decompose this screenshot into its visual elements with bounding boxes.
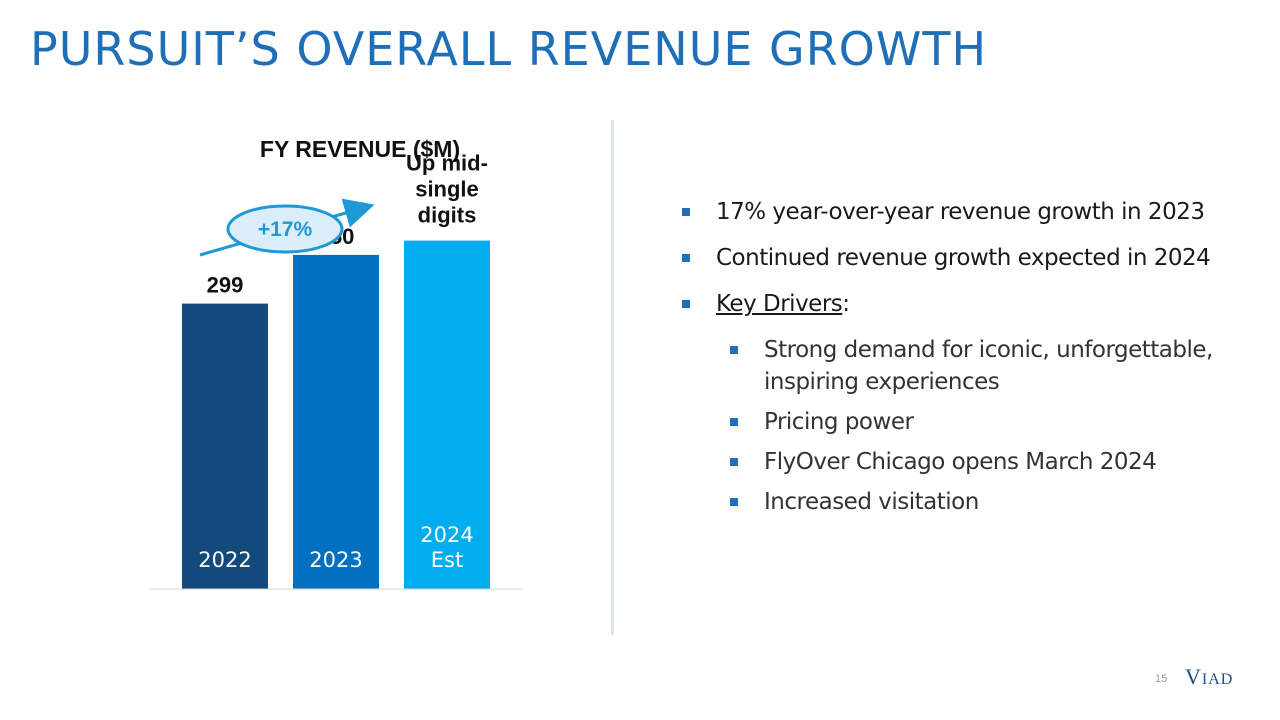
bullet-item: Key Drivers: bbox=[680, 288, 1220, 320]
bullet-text: Continued revenue growth expected in 202… bbox=[716, 245, 1211, 271]
revenue-bar-chart: 202229920233502024EstUp mid-singledigits… bbox=[150, 151, 522, 590]
bullet-square-icon bbox=[730, 418, 738, 426]
value-label: 299 bbox=[207, 273, 244, 298]
bullet-item: Continued revenue growth expected in 202… bbox=[680, 242, 1220, 274]
bullet-square-icon bbox=[682, 208, 690, 216]
sub-bullet-item: FlyOver Chicago opens March 2024 bbox=[680, 446, 1220, 478]
category-label: 2024 Est bbox=[420, 523, 473, 572]
bullet-text: 17% year-over-year revenue growth in 202… bbox=[716, 199, 1205, 225]
value-label: Up mid-single digits bbox=[406, 151, 488, 228]
sub-bullet-item: Strong demand for iconic, unforgettable,… bbox=[680, 334, 1220, 398]
key-drivers-heading: Key Drivers bbox=[716, 291, 843, 317]
bullet-square-icon bbox=[730, 458, 738, 466]
sub-bullet-text: Increased visitation bbox=[764, 489, 979, 515]
chart-title: FY REVENUE ($M) bbox=[259, 136, 461, 162]
bullet-item: 17% year-over-year revenue growth in 202… bbox=[680, 196, 1220, 228]
bullet-square-icon bbox=[730, 498, 738, 506]
page-title: PURSUIT’S OVERALL REVENUE GROWTH bbox=[30, 22, 988, 76]
bullet-square-icon bbox=[730, 346, 738, 354]
category-label: 2023 bbox=[309, 548, 362, 572]
growth-label: +17% bbox=[258, 218, 313, 241]
section-divider bbox=[611, 120, 614, 635]
key-drivers-colon: : bbox=[842, 291, 850, 317]
viad-logo: VIAD bbox=[1185, 664, 1234, 689]
bullet-list: 17% year-over-year revenue growth in 202… bbox=[680, 196, 1220, 526]
sub-bullet-text: Pricing power bbox=[764, 409, 914, 435]
page-number: 15 bbox=[1155, 673, 1168, 685]
category-label: 2022 bbox=[198, 548, 251, 572]
bar-2024-est bbox=[404, 240, 490, 589]
sub-bullet-text: FlyOver Chicago opens March 2024 bbox=[764, 449, 1157, 475]
bar-2022 bbox=[182, 303, 268, 589]
sub-bullet-item: Pricing power bbox=[680, 406, 1220, 438]
bar-2023 bbox=[293, 254, 379, 589]
sub-bullet-text: Strong demand for iconic, unforgettable,… bbox=[764, 337, 1213, 395]
sub-bullet-item: Increased visitation bbox=[680, 486, 1220, 518]
growth-bubble bbox=[226, 204, 344, 254]
bullet-square-icon bbox=[682, 300, 690, 308]
bullet-square-icon bbox=[682, 254, 690, 262]
